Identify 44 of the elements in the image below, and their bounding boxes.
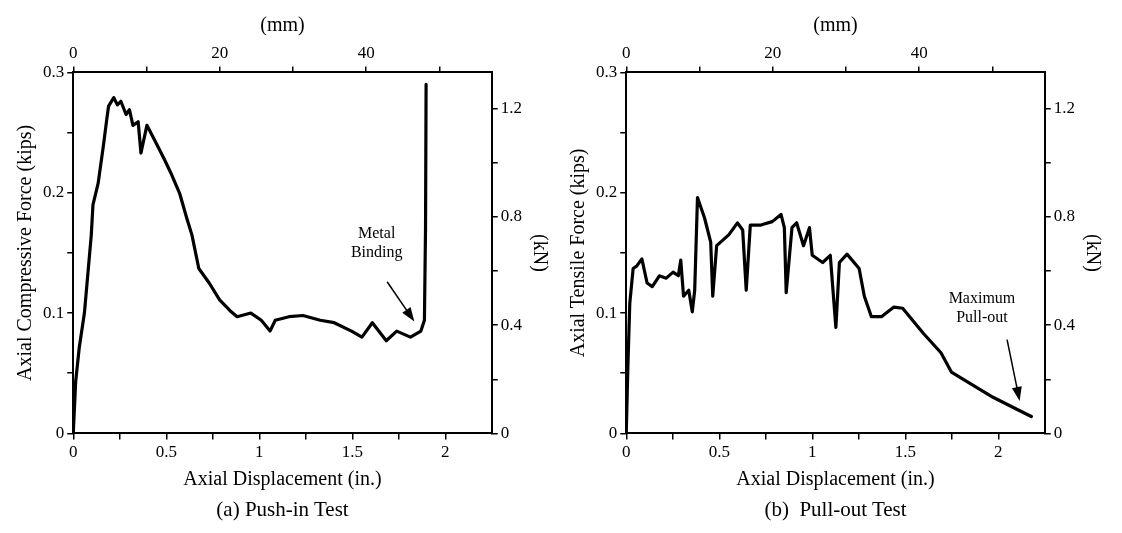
x2-tick-label: 20 [211, 42, 229, 62]
x-tick-label: 1 [808, 442, 817, 462]
x-tick-label: 1 [255, 442, 264, 462]
x-axis-title: Axial Displacement (in.) [736, 467, 935, 491]
y2-axis-title: (kN) [1081, 234, 1105, 272]
x2-tick-label: 20 [764, 42, 782, 62]
x-tick-label: 2 [441, 442, 450, 462]
y-tick-label: 0 [608, 422, 618, 442]
y2-tick-label: 1.2 [1053, 98, 1075, 118]
x-tick-label: 1.5 [894, 442, 916, 462]
x2-tick-label: 0 [622, 42, 631, 62]
x-tick-label: 0 [69, 442, 78, 462]
x-tick-label: 0 [622, 442, 631, 462]
annotation: Maximum Pull-out [948, 289, 1016, 326]
x-tick-label: 2 [994, 442, 1003, 462]
x-tick-label: 0.5 [155, 442, 177, 462]
y-tick-label: 0.1 [596, 302, 618, 322]
y2-tick-label: 0 [1053, 422, 1063, 442]
y2-tick-label: 0.4 [1053, 314, 1076, 334]
x2-tick-label: 40 [910, 42, 928, 62]
y2-tick-label: 1.2 [500, 98, 522, 118]
text: (b) Pull-out Test [764, 496, 907, 521]
y-tick-label: 0.3 [596, 61, 618, 81]
x2-tick-label: 40 [357, 42, 375, 62]
y-tick-label: 0.2 [43, 182, 65, 202]
x2-axis-title: (mm) [260, 13, 305, 37]
y-axis-title: Axial Compressive Force (kips) [13, 124, 37, 381]
y-tick-label: 0.3 [43, 61, 65, 81]
annotation: Metal Binding [350, 224, 403, 262]
x-tick-label: 0.5 [708, 442, 730, 462]
y-tick-label: 0 [55, 422, 65, 442]
y2-tick-label: 0.8 [500, 206, 522, 226]
y-axis-title: Axial Tensile Force (kips) [566, 148, 590, 358]
y2-tick-label: 0.4 [500, 314, 523, 334]
y2-tick-label: 0.8 [1053, 206, 1075, 226]
x2-tick-label: 0 [69, 42, 78, 62]
y2-axis-title: (kN) [528, 234, 552, 272]
y2-tick-label: 0 [500, 422, 510, 442]
y-tick-label: 0.1 [43, 302, 65, 322]
x-tick-label: 1.5 [341, 442, 363, 462]
y-tick-label: 0.2 [596, 182, 618, 202]
text: (a) Push-in Test [216, 496, 349, 521]
x2-axis-title: (mm) [813, 13, 858, 37]
x-axis-title: Axial Displacement (in.) [183, 467, 382, 491]
